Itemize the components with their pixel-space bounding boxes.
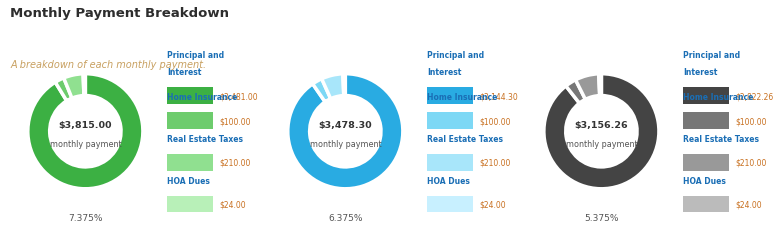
Wedge shape xyxy=(28,74,143,189)
Text: monthly payment: monthly payment xyxy=(310,140,381,149)
Text: $210.00: $210.00 xyxy=(220,158,251,167)
Text: HOA Dues: HOA Dues xyxy=(427,176,469,185)
Wedge shape xyxy=(55,79,72,101)
Text: monthly payment: monthly payment xyxy=(50,140,121,149)
Wedge shape xyxy=(322,74,344,99)
Text: monthly payment: monthly payment xyxy=(566,140,637,149)
FancyBboxPatch shape xyxy=(427,196,473,213)
Text: 5.375%: 5.375% xyxy=(584,213,618,222)
Text: HOA Dues: HOA Dues xyxy=(167,176,210,185)
Text: Interest: Interest xyxy=(683,68,717,77)
Wedge shape xyxy=(576,74,600,100)
Text: Real Estate Taxes: Real Estate Taxes xyxy=(683,134,759,143)
Text: HOA Dues: HOA Dues xyxy=(683,176,726,185)
Wedge shape xyxy=(83,74,85,96)
Text: $3,481.00: $3,481.00 xyxy=(220,92,258,100)
Text: Principal and: Principal and xyxy=(683,51,740,60)
Text: Home Insurance: Home Insurance xyxy=(167,93,237,102)
FancyBboxPatch shape xyxy=(427,113,473,129)
Text: $210.00: $210.00 xyxy=(480,158,511,167)
Text: A breakdown of each monthly payment.: A breakdown of each monthly payment. xyxy=(10,60,206,70)
Text: Principal and: Principal and xyxy=(167,51,224,60)
Text: Interest: Interest xyxy=(427,68,461,77)
Text: $24.00: $24.00 xyxy=(480,200,507,209)
Wedge shape xyxy=(288,74,403,189)
Text: $3,144.30: $3,144.30 xyxy=(480,92,518,100)
Text: $3,815.00: $3,815.00 xyxy=(59,120,112,129)
FancyBboxPatch shape xyxy=(683,88,729,104)
Text: $100.00: $100.00 xyxy=(480,117,511,125)
Text: Real Estate Taxes: Real Estate Taxes xyxy=(427,134,503,143)
Text: Home Insurance: Home Insurance xyxy=(427,93,497,102)
Text: $100.00: $100.00 xyxy=(736,117,767,125)
Text: 7.375%: 7.375% xyxy=(68,213,102,222)
FancyBboxPatch shape xyxy=(167,154,213,171)
Text: Principal and: Principal and xyxy=(427,51,484,60)
FancyBboxPatch shape xyxy=(427,88,473,104)
FancyBboxPatch shape xyxy=(167,113,213,129)
Wedge shape xyxy=(64,74,84,99)
Wedge shape xyxy=(313,79,331,102)
FancyBboxPatch shape xyxy=(167,88,213,104)
FancyBboxPatch shape xyxy=(167,196,213,213)
Text: $3,478.30: $3,478.30 xyxy=(318,120,372,129)
Text: Interest: Interest xyxy=(167,68,201,77)
FancyBboxPatch shape xyxy=(427,154,473,171)
FancyBboxPatch shape xyxy=(683,154,729,171)
Wedge shape xyxy=(566,80,585,104)
Wedge shape xyxy=(343,74,345,96)
FancyBboxPatch shape xyxy=(683,196,729,213)
Text: $24.00: $24.00 xyxy=(220,200,247,209)
Text: $100.00: $100.00 xyxy=(220,117,251,125)
Text: $3,156.26: $3,156.26 xyxy=(574,120,629,129)
Wedge shape xyxy=(598,74,601,96)
Text: Monthly Payment Breakdown: Monthly Payment Breakdown xyxy=(10,7,229,20)
Text: Real Estate Taxes: Real Estate Taxes xyxy=(167,134,243,143)
Text: $24.00: $24.00 xyxy=(736,200,763,209)
Text: 6.375%: 6.375% xyxy=(328,213,362,222)
FancyBboxPatch shape xyxy=(683,113,729,129)
Text: $2,822.26: $2,822.26 xyxy=(736,92,774,100)
Text: $210.00: $210.00 xyxy=(736,158,767,167)
Text: Home Insurance: Home Insurance xyxy=(683,93,753,102)
Wedge shape xyxy=(544,74,659,189)
